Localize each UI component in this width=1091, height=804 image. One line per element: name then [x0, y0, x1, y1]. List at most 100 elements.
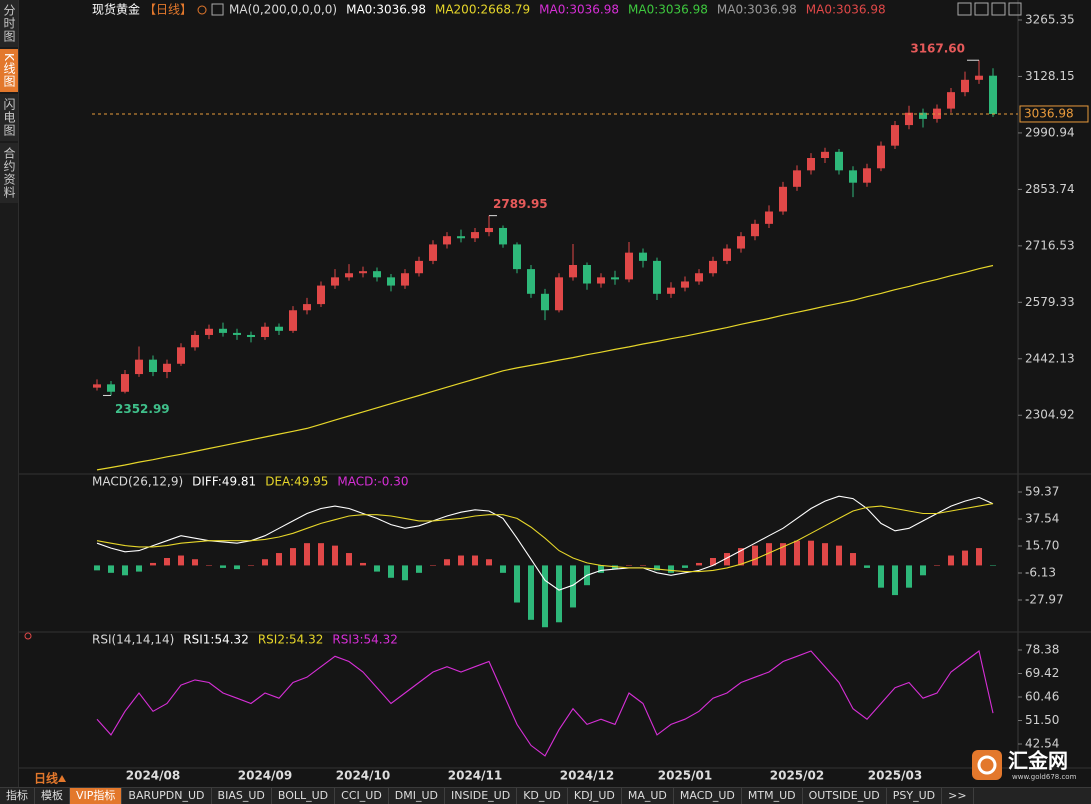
candle-body: [513, 244, 521, 270]
annotation: 2352.99: [115, 402, 170, 416]
y-tick-label: 60.46: [1025, 690, 1059, 704]
toolbar-tab[interactable]: 指标: [0, 788, 35, 804]
macd-bar: [262, 559, 268, 566]
sidebar: 分时图 K线图 闪电图 合约资料: [0, 0, 19, 790]
macd-line: [96, 503, 994, 573]
ma-line: [96, 264, 994, 471]
candle-body: [695, 273, 703, 282]
y-tick-label: 3265.35: [1025, 12, 1075, 26]
macd-bar: [514, 565, 520, 603]
sidebar-tab[interactable]: 分时图: [0, 0, 18, 47]
macd-bar: [500, 565, 506, 573]
candle-body: [401, 273, 409, 286]
macd-bar: [402, 565, 408, 581]
x-tick-label: 2024/08: [126, 769, 180, 783]
candle-body: [863, 168, 871, 183]
toolbar-tab[interactable]: INSIDE_UD: [445, 788, 518, 804]
x-tick-label: 2024/12: [560, 769, 614, 783]
candle-body: [821, 151, 829, 159]
period: 【日线】: [144, 3, 192, 17]
macd-bar: [892, 565, 898, 596]
toolbar-tab[interactable]: KD_UD: [517, 788, 568, 804]
candle-body: [443, 236, 451, 245]
toolbar-tab[interactable]: MA_UD: [622, 788, 674, 804]
macd-bar: [248, 565, 254, 566]
macd-bar: [472, 555, 478, 566]
candle-body: [989, 75, 997, 114]
logo-url: www.gold678.com: [1012, 773, 1077, 781]
macd-bar: [668, 565, 674, 573]
add-icon[interactable]: [197, 5, 207, 15]
y-tick-label: 37.54: [1025, 511, 1059, 525]
candle-body: [135, 359, 143, 375]
legend-item: MA0:3036.98: [806, 3, 886, 17]
candle-body: [667, 287, 675, 294]
y-tick-label: 78.38: [1025, 643, 1059, 657]
legend-item: DEA:49.95: [265, 475, 328, 489]
icon[interactable]: [974, 2, 989, 16]
candle-body: [779, 186, 787, 212]
candle-body: [597, 277, 605, 284]
macd-bar: [458, 555, 464, 566]
candle-body: [289, 310, 297, 331]
candle-body: [177, 347, 185, 364]
toolbar-tab[interactable]: BIAS_UD: [212, 788, 272, 804]
macd-bar: [318, 543, 324, 566]
macd-bar: [836, 545, 842, 566]
candle-body: [275, 326, 283, 331]
macd-bar: [934, 565, 940, 566]
macd-bar: [192, 559, 198, 566]
candle-body: [639, 252, 647, 261]
toolbar: 指标 模板 VIP指标 BARUPDN_UD BIAS_UD BOLL_UD CCI_UD D…: [0, 787, 1091, 804]
macd-bar: [206, 565, 212, 566]
legend-item: MACD:-0.30: [337, 475, 408, 489]
macd-bar: [752, 545, 758, 566]
rsi-line: [96, 650, 994, 757]
rsi-icon[interactable]: [24, 632, 32, 640]
candle-body: [317, 285, 325, 305]
sidebar-tab[interactable]: K线图: [0, 49, 18, 92]
toolbar-tab[interactable]: BOLL_UD: [272, 788, 336, 804]
candle-body: [345, 273, 353, 278]
y-tick-label: 69.42: [1025, 666, 1059, 680]
toolbar-tab[interactable]: KDJ_UD: [568, 788, 622, 804]
icon[interactable]: [957, 2, 972, 16]
toolbar-tab[interactable]: MACD_UD: [674, 788, 742, 804]
toolbar-tab[interactable]: VIP指标: [70, 788, 123, 804]
candle-body: [583, 265, 591, 284]
macd-bar: [808, 540, 814, 566]
toolbar-tab[interactable]: BARUPDN_UD: [122, 788, 212, 804]
candle-body: [681, 281, 689, 288]
toolbar-tab[interactable]: DMI_UD: [389, 788, 446, 804]
macd-bar: [150, 562, 156, 566]
y-tick-label: 59.37: [1025, 484, 1059, 498]
macd-bar: [850, 553, 856, 566]
sidebar-tab[interactable]: 闪电图: [0, 93, 18, 141]
annotation: 3167.60: [910, 42, 965, 56]
toolbar-tab[interactable]: >>: [942, 788, 974, 804]
toolbar-tab[interactable]: MTM_UD: [742, 788, 803, 804]
macd-bar: [290, 548, 296, 566]
icon[interactable]: [1008, 2, 1022, 16]
macd-bar: [528, 565, 534, 620]
x-tick-label: 2025/02: [770, 769, 824, 783]
toolbar-tab[interactable]: PSY_UD: [887, 788, 943, 804]
indicator-icon[interactable]: [211, 3, 224, 16]
candle-body: [751, 223, 759, 237]
candle-body: [765, 211, 773, 224]
sidebar-tab[interactable]: 合约资料: [0, 142, 18, 203]
icon[interactable]: [991, 2, 1006, 16]
toolbar-tab[interactable]: OUTSIDE_UD: [803, 788, 887, 804]
candle-body: [611, 277, 619, 280]
macd-bar: [332, 545, 338, 566]
toolbar-tab[interactable]: CCI_UD: [335, 788, 389, 804]
period-button[interactable]: 日线: [34, 771, 58, 786]
candle-body: [723, 248, 731, 261]
candle-body: [653, 260, 661, 294]
y-tick-label: -6.13: [1025, 565, 1056, 579]
period-arrow[interactable]: [58, 775, 66, 782]
legend-item: RSI1:54.32: [183, 633, 249, 647]
toolbar-tab[interactable]: 模板: [35, 788, 70, 804]
candle-body: [303, 304, 311, 311]
